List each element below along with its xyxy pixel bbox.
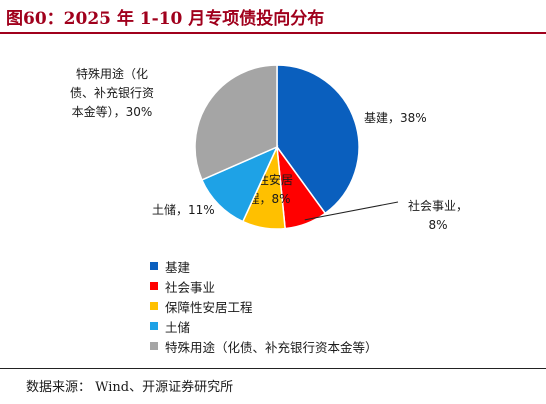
- legend-label: 保障性安居工程: [165, 299, 253, 315]
- chart-title: 图60：2025 年 1-10 月专项债投向分布: [6, 9, 325, 29]
- legend-swatch: [150, 282, 158, 290]
- legend-label: 土储: [165, 319, 191, 335]
- legend-swatch: [150, 302, 158, 310]
- legend-swatch: [150, 322, 158, 330]
- title-rule: [0, 32, 546, 34]
- legend-swatch: [150, 262, 158, 270]
- legend-swatch: [150, 342, 158, 350]
- slice-data-label: 特殊用途（化债、补充银行资本金等），30%: [70, 66, 154, 119]
- source-note: 数据来源： Wind、开源证券研究所: [26, 380, 234, 395]
- legend: 基建社会事业保障性安居工程 土储特殊用途（化债、补充银行资本金等）: [150, 256, 378, 356]
- slice-data-label: 社会事业， 8%: [408, 198, 468, 232]
- pie-slice: [194, 64, 278, 181]
- legend-label: 特殊用途（化债、补充银行资本金等）: [165, 339, 378, 355]
- legend-entry: 社会事业: [150, 276, 378, 296]
- slice-data-label: 基建，38%: [364, 111, 427, 125]
- pie-slice: [276, 64, 360, 215]
- footer-rule: [0, 368, 546, 369]
- legend-entry: 保障性安居工程: [150, 296, 378, 316]
- legend-entry: 土储: [150, 316, 378, 336]
- slice-data-label: 土储，11%: [152, 202, 215, 217]
- legend-label: 基建: [165, 259, 191, 275]
- legend-entry: 特殊用途（化债、补充银行资本金等）: [150, 336, 378, 356]
- leader-line: [304, 201, 399, 221]
- legend-label: 社会事业: [165, 279, 216, 295]
- legend-entry: 基建: [150, 256, 378, 276]
